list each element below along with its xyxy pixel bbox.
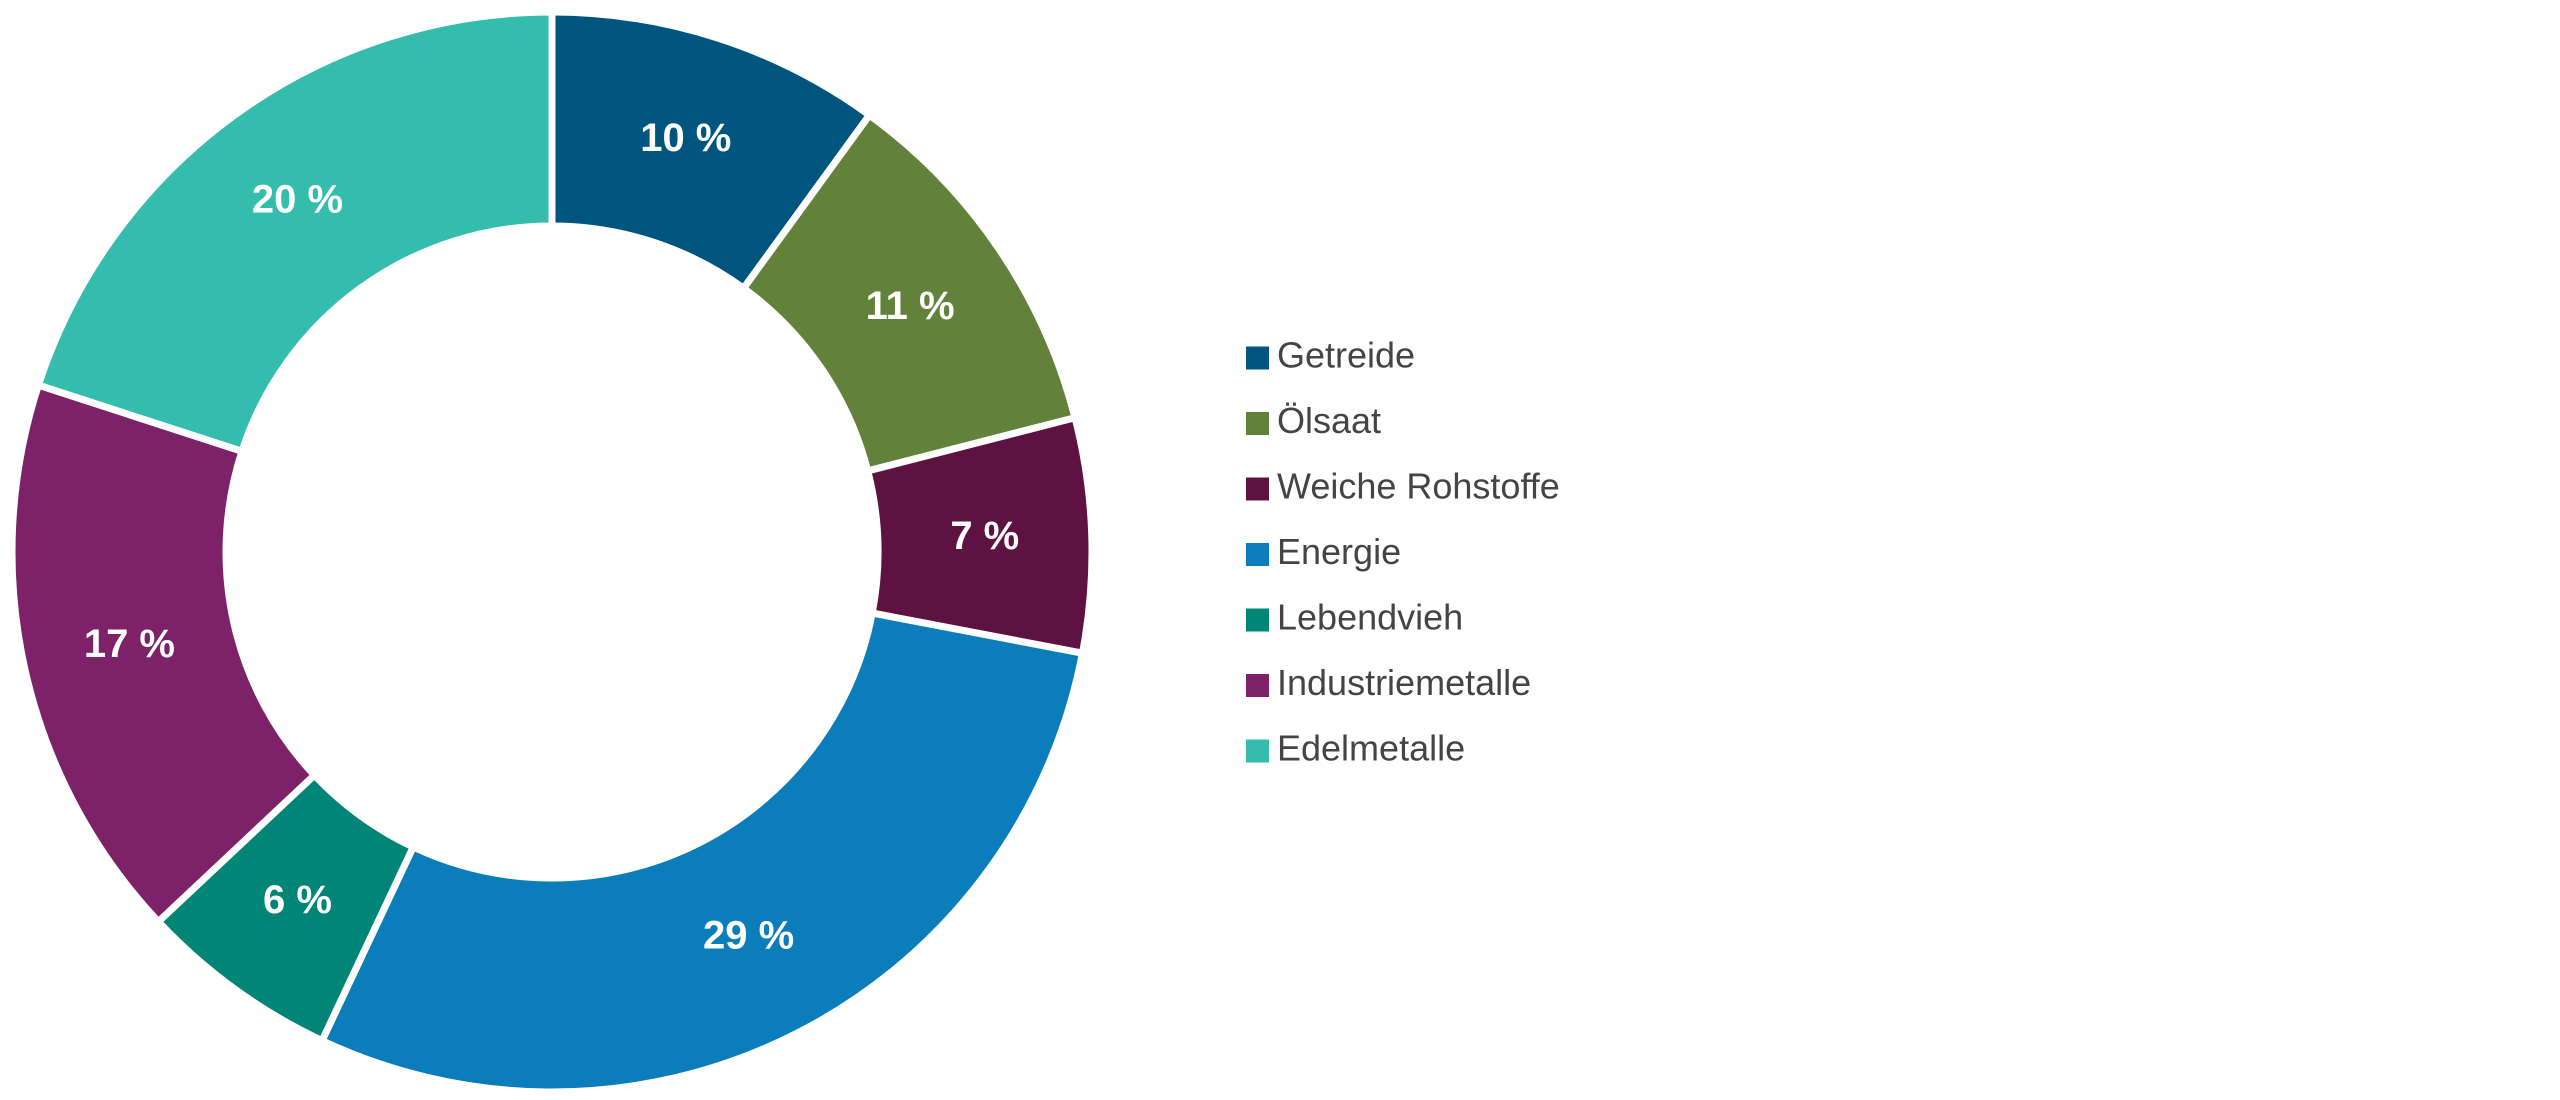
legend-label: Industriemetalle — [1277, 662, 1531, 703]
legend-label: Weiche Rohstoffe — [1277, 466, 1560, 507]
legend-label: Getreide — [1277, 335, 1415, 376]
value-label: 10 % — [640, 116, 731, 160]
donut-segment — [34, 8, 556, 456]
value-label: 7 % — [950, 514, 1019, 558]
legend-label: Lebendvieh — [1277, 597, 1463, 638]
legend-swatch — [1246, 739, 1269, 763]
legend-swatch — [1246, 346, 1269, 370]
value-label: 11 % — [866, 284, 955, 328]
value-label: 17 % — [84, 622, 175, 666]
legend-label: Ölsaat — [1277, 400, 1381, 441]
donut-segment — [738, 110, 1080, 476]
value-label: 20 % — [252, 177, 343, 221]
legend-swatch — [1246, 412, 1269, 435]
legend-swatch — [1246, 543, 1269, 566]
value-label: 6 % — [263, 878, 332, 922]
legend-swatch — [1246, 477, 1269, 501]
donut-segment — [8, 380, 320, 927]
value-label: 29 % — [703, 913, 794, 957]
legend-swatch — [1246, 608, 1269, 632]
donut-segment — [317, 608, 1087, 1096]
legend-label: Energie — [1277, 531, 1401, 572]
legend-label: Edelmetalle — [1277, 728, 1465, 769]
legend-swatch — [1246, 674, 1269, 697]
